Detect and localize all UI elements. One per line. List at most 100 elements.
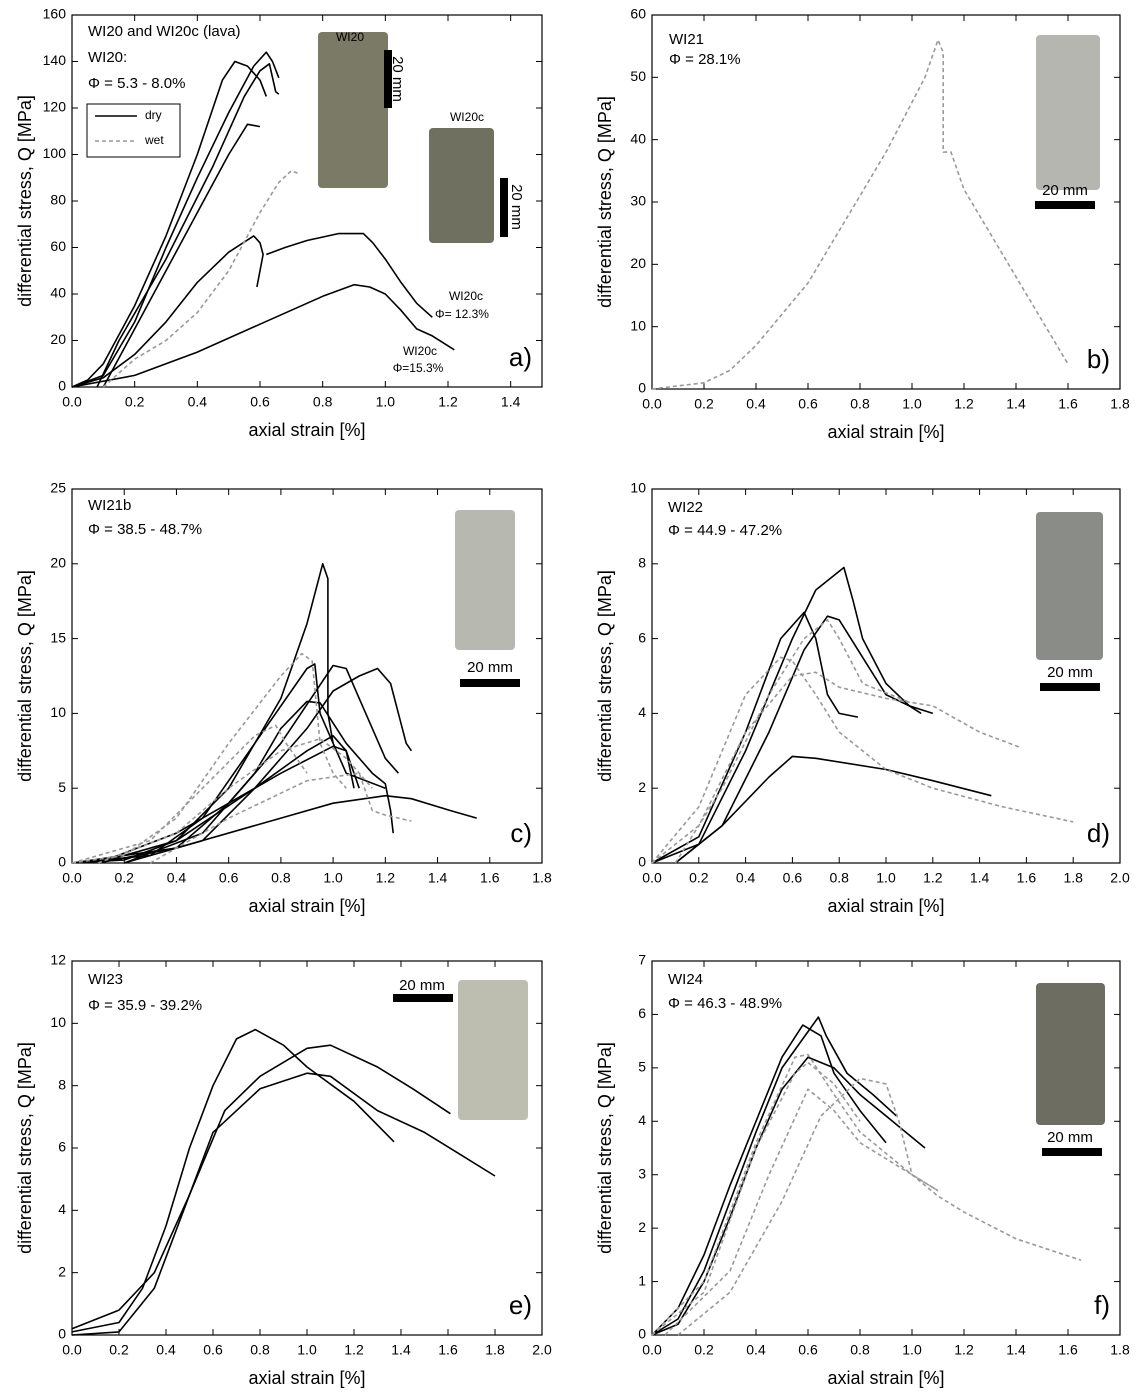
x-axis-label: axial strain [%] bbox=[827, 896, 944, 916]
data-line bbox=[71, 1072, 496, 1336]
panel: 0.0 0.2 0.4 0.6 0.8 1.0 1.2 1.4 1.6 1.8 2.0 0 2 4 6 8 10… bbox=[15, 952, 552, 1388]
x-tick-label: 1.2 bbox=[438, 394, 458, 410]
y-axis-label: differential stress, Q [MPa] bbox=[595, 1042, 615, 1254]
data-line bbox=[651, 1056, 926, 1336]
y-tick-label: 20 bbox=[50, 555, 66, 571]
x-tick-label: 0.0 bbox=[642, 870, 662, 886]
x-axis-label: axial strain [%] bbox=[248, 420, 365, 440]
annotation: Φ = 28.1% bbox=[669, 51, 741, 68]
data-line bbox=[71, 724, 308, 864]
x-tick-label: 0.2 bbox=[689, 870, 709, 886]
y-tick-label: 6 bbox=[638, 1005, 646, 1021]
y-tick-label: 60 bbox=[630, 6, 646, 22]
y-tick-label: 0 bbox=[58, 1326, 66, 1342]
x-tick-label: 0.4 bbox=[736, 870, 756, 886]
data-line bbox=[71, 1028, 395, 1333]
y-tick-label: 8 bbox=[58, 1076, 66, 1092]
data-line bbox=[71, 283, 455, 388]
y-axis-label: differential stress, Q [MPa] bbox=[595, 570, 615, 782]
data-line bbox=[97, 664, 400, 864]
x-tick-label: 1.6 bbox=[480, 870, 500, 886]
y-axis-label: differential stress, Q [MPa] bbox=[15, 570, 35, 782]
data-line bbox=[651, 656, 1074, 864]
x-tick-label: 1.2 bbox=[954, 1342, 974, 1358]
y-tick-label: 7 bbox=[638, 952, 646, 968]
annotation: 20 mm bbox=[1042, 182, 1088, 199]
x-tick-label: 0.2 bbox=[109, 1342, 129, 1358]
legend-label: dry bbox=[145, 108, 162, 122]
x-tick-label: 0.8 bbox=[850, 396, 870, 412]
data-line bbox=[651, 671, 1020, 864]
scale-bar bbox=[1040, 683, 1100, 691]
x-tick-label: 1.0 bbox=[902, 396, 922, 412]
x-tick-label: 0.4 bbox=[156, 1342, 176, 1358]
data-line bbox=[651, 566, 922, 864]
y-tick-label: 10 bbox=[50, 704, 66, 720]
y-axis-label: differential stress, Q [MPa] bbox=[15, 1042, 35, 1254]
y-axis-label: differential stress, Q [MPa] bbox=[595, 96, 615, 308]
x-tick-label: 1.2 bbox=[954, 396, 974, 412]
x-tick-label: 1.4 bbox=[391, 1342, 411, 1358]
data-line bbox=[123, 667, 413, 864]
y-tick-label: 140 bbox=[43, 52, 67, 68]
annotation: WI20: bbox=[88, 49, 127, 66]
data-line bbox=[71, 652, 347, 864]
y-tick-label: 20 bbox=[630, 255, 646, 271]
y-tick-label: 12 bbox=[50, 952, 66, 968]
x-tick-label: 0.4 bbox=[746, 1342, 766, 1358]
y-tick-label: 0 bbox=[638, 1326, 646, 1342]
sample-photo bbox=[1036, 35, 1100, 190]
x-tick-label: 1.0 bbox=[323, 870, 343, 886]
annotation: WI20c bbox=[449, 289, 483, 303]
panel-label: e) bbox=[509, 1290, 532, 1320]
x-tick-label: 0.0 bbox=[62, 394, 82, 410]
data-line bbox=[71, 563, 334, 864]
y-tick-label: 6 bbox=[638, 629, 646, 645]
y-tick-label: 4 bbox=[638, 704, 646, 720]
x-tick-label: 0.8 bbox=[250, 1342, 270, 1358]
y-tick-label: 4 bbox=[58, 1201, 66, 1217]
x-tick-label: 0.0 bbox=[62, 1342, 82, 1358]
panel-label: d) bbox=[1087, 818, 1110, 848]
x-tick-label: 0.8 bbox=[313, 394, 333, 410]
annotation: WI24 bbox=[668, 971, 703, 988]
panel-label: f) bbox=[1094, 1290, 1110, 1320]
y-tick-label: 3 bbox=[638, 1165, 646, 1181]
x-axis-label: axial strain [%] bbox=[827, 422, 944, 442]
x-tick-label: 0.8 bbox=[829, 870, 849, 886]
y-tick-label: 40 bbox=[630, 130, 646, 146]
x-axis-label: axial strain [%] bbox=[248, 1368, 365, 1388]
sample-photo bbox=[1036, 512, 1103, 660]
annotation: Φ = 44.9 - 47.2% bbox=[668, 522, 782, 539]
x-tick-label: 1.8 bbox=[532, 870, 552, 886]
panel: 0.0 0.2 0.4 0.6 0.8 1.0 1.2 1.4 0 20 40 60 80 100 120 1… bbox=[15, 6, 543, 440]
x-tick-label: 1.0 bbox=[876, 870, 896, 886]
x-tick-label: 1.0 bbox=[297, 1342, 317, 1358]
annotation: Φ = 5.3 - 8.0% bbox=[88, 75, 185, 92]
y-tick-label: 10 bbox=[630, 317, 646, 333]
annotation: Φ = 35.9 - 39.2% bbox=[88, 997, 202, 1014]
annotation: WI20 and WI20c (lava) bbox=[88, 23, 241, 40]
data-line bbox=[674, 619, 910, 864]
x-tick-label: 1.6 bbox=[1017, 870, 1037, 886]
panel-label: b) bbox=[1087, 344, 1110, 374]
x-tick-label: 0.2 bbox=[694, 1342, 714, 1358]
annotation: Φ=15.3% bbox=[393, 361, 444, 375]
x-tick-label: 1.0 bbox=[376, 394, 396, 410]
y-tick-label: 50 bbox=[630, 68, 646, 84]
data-line bbox=[71, 1044, 451, 1330]
y-tick-label: 60 bbox=[50, 238, 66, 254]
panel-label: c) bbox=[510, 818, 532, 848]
y-tick-label: 30 bbox=[630, 193, 646, 209]
panel: 0.0 0.2 0.4 0.6 0.8 1.0 1.2 1.4 1.6 1.8 2.0 0 2 4 6 8 10… bbox=[595, 480, 1130, 916]
panel: 0.0 0.2 0.4 0.6 0.8 1.0 1.2 1.4 1.6 1.8 0 5 10 15 20 25… bbox=[15, 480, 552, 916]
x-axis-label: axial strain [%] bbox=[248, 896, 365, 916]
x-tick-label: 0.6 bbox=[783, 870, 803, 886]
x-tick-label: 0.2 bbox=[694, 396, 714, 412]
y-tick-label: 8 bbox=[638, 555, 646, 571]
y-tick-label: 25 bbox=[50, 480, 66, 496]
x-tick-label: 1.6 bbox=[438, 1342, 458, 1358]
y-tick-label: 15 bbox=[50, 629, 66, 645]
legend-label: wet bbox=[144, 133, 164, 147]
x-tick-label: 2.0 bbox=[1110, 870, 1130, 886]
